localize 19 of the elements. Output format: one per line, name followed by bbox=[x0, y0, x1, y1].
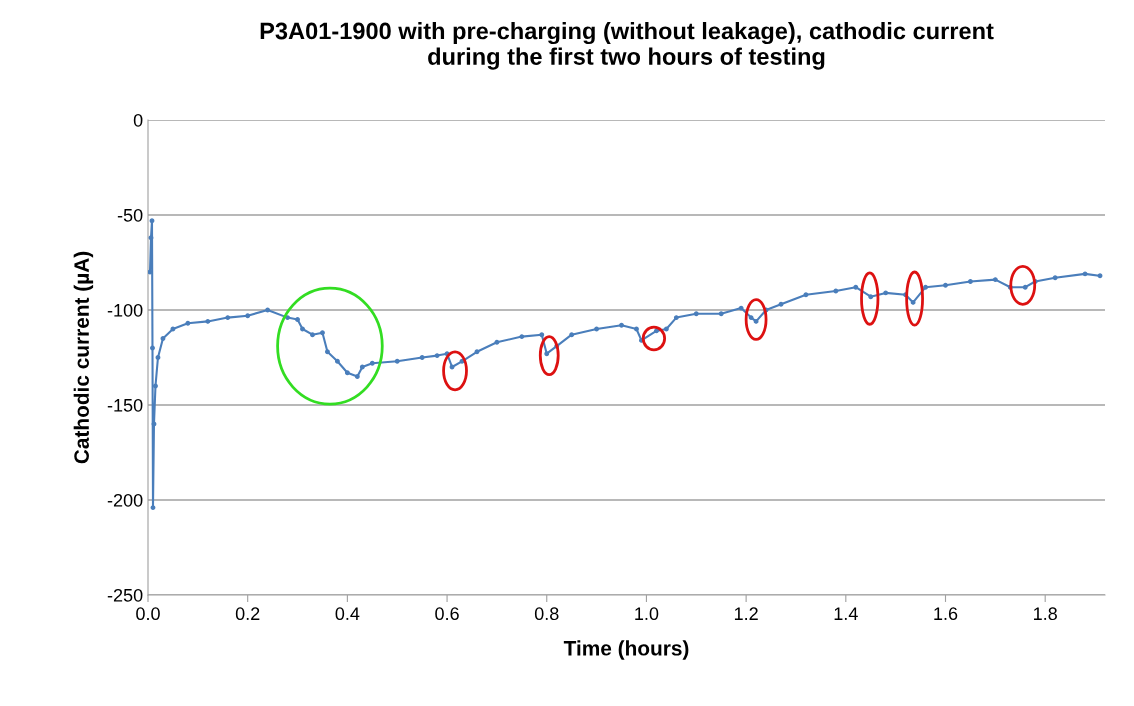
x-tick-label: 0.2 bbox=[235, 607, 260, 621]
y-tick-label: 0 bbox=[133, 113, 143, 127]
x-tick-label: 1.8 bbox=[1034, 607, 1057, 621]
x-tick-label: 1.0 bbox=[635, 607, 659, 621]
y-tick-label: -50 bbox=[117, 208, 143, 222]
x-tick-label: 0.6 bbox=[435, 607, 459, 621]
y-tick-label: -150 bbox=[107, 398, 143, 412]
x-tick-label: 0.0 bbox=[136, 607, 160, 621]
chart-title: P3A01-1900 with pre-charging (without leakage), cathodic current during the first two hours of testing bbox=[260, 22, 994, 70]
y-tick-label: -100 bbox=[107, 303, 143, 317]
x-tick-label: 1.4 bbox=[834, 607, 858, 620]
x-tick-label: 1.2 bbox=[734, 607, 758, 620]
y-tick-label: -200 bbox=[107, 493, 143, 507]
y-tick-label: -250 bbox=[107, 588, 143, 602]
x-tick-label: 0.8 bbox=[534, 607, 559, 621]
x-tick-label: 0.4 bbox=[335, 607, 360, 621]
x-tick-label: 1.6 bbox=[934, 607, 958, 621]
x-axis-title: Time (hours) bbox=[563, 640, 689, 660]
y-axis-title: Cathodic current (µA) bbox=[73, 251, 94, 464]
